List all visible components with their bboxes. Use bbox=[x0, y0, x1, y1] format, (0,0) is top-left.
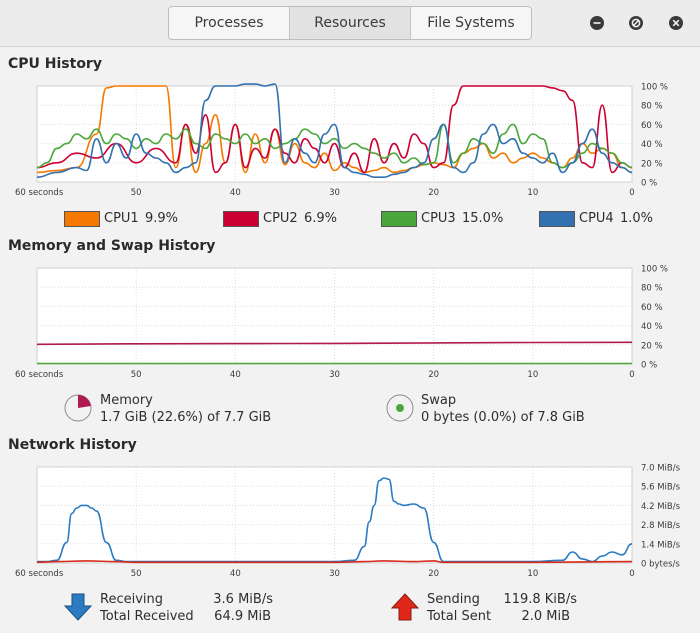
cpu-y-tick-label: 20 % bbox=[641, 159, 663, 169]
memory-pie-icon[interactable] bbox=[63, 393, 93, 423]
receiving-value: 3.6 MiB/s bbox=[213, 592, 273, 607]
net-y-tick-label: 7.0 MiB/s bbox=[641, 464, 681, 474]
mem-y-tick-label: 0 % bbox=[641, 361, 657, 371]
cpu4-value: 1.0% bbox=[620, 211, 654, 226]
mem-y-tick-label: 60 % bbox=[641, 303, 663, 313]
network-history-chart: 7.0 MiB/s 5.6 MiB/s 4.2 MiB/s 2.8 MiB/s 1.4 … bbox=[15, 464, 681, 580]
net-x-tick-label: 20 bbox=[428, 569, 439, 579]
close-button[interactable] bbox=[668, 15, 684, 31]
net-series-receiving bbox=[37, 477, 633, 563]
total-received-label: Total Received bbox=[100, 609, 194, 624]
total-sent-value: 2.0 MiB bbox=[521, 609, 570, 624]
header-bar: Processes Resources File Systems bbox=[0, 0, 700, 47]
memory-label: Memory bbox=[100, 393, 153, 408]
net-x-tick-label: 50 bbox=[131, 569, 142, 579]
net-x-tick-label: 40 bbox=[230, 569, 241, 579]
cpu2-value: 6.9% bbox=[304, 211, 338, 226]
cpu-y-tick-label: 0 % bbox=[641, 179, 657, 189]
cpu1-value: 9.9% bbox=[145, 211, 179, 226]
cpu-x-tick-label: 0 bbox=[629, 188, 634, 198]
cpu-y-tick-label: 80 % bbox=[641, 102, 663, 112]
network-history-title: Network History bbox=[8, 437, 137, 453]
mem-x-tick-label: 20 bbox=[428, 370, 439, 380]
total-sent-label: Total Sent bbox=[427, 609, 492, 624]
net-series-sending bbox=[36, 560, 633, 564]
swap-value: 0 bytes (0.0%) of 7.8 GiB bbox=[421, 410, 585, 425]
net-y-tick-label: 1.4 MiB/s bbox=[641, 540, 681, 550]
cpu-x-tick-label: 20 bbox=[428, 188, 439, 198]
cpu-series-cpu2 bbox=[36, 85, 633, 174]
cpu-y-tick-label: 60 % bbox=[641, 121, 663, 131]
cpu1-label: CPU1 bbox=[104, 211, 139, 226]
net-y-tick-label: 0 bytes/s bbox=[641, 560, 680, 570]
cpu2-label: CPU2 bbox=[263, 211, 298, 226]
cpu-x-tick-label: 60 seconds bbox=[15, 188, 64, 198]
cpu3-label: CPU3 bbox=[421, 211, 456, 226]
minimize-button[interactable] bbox=[589, 15, 605, 31]
cpu3-color-swatch[interactable] bbox=[381, 211, 417, 227]
cpu-x-tick-label: 10 bbox=[527, 188, 538, 198]
mem-x-tick-label: 10 bbox=[527, 370, 538, 380]
swap-pie-icon[interactable] bbox=[385, 393, 415, 423]
cpu-series-cpu4 bbox=[36, 83, 633, 178]
cpu3-value: 15.0% bbox=[462, 211, 504, 226]
sending-label: Sending bbox=[427, 592, 480, 607]
memory-value: 1.7 GiB (22.6%) of 7.7 GiB bbox=[100, 410, 272, 425]
net-x-tick-label: 60 seconds bbox=[15, 569, 64, 579]
receiving-arrow-icon[interactable] bbox=[63, 592, 93, 622]
cpu-history-chart: 100 % 80 % 60 % 40 % 20 % 0 % 60 seconds 50 40 30… bbox=[15, 83, 668, 199]
tab-file-systems[interactable]: File Systems bbox=[427, 15, 515, 31]
view-switcher: Processes Resources File Systems bbox=[168, 6, 532, 40]
net-y-tick-label: 4.2 MiB/s bbox=[641, 502, 681, 512]
cpu2-color-swatch[interactable] bbox=[223, 211, 259, 227]
tab-resources[interactable]: Resources bbox=[290, 7, 411, 39]
cpu-series-cpu1 bbox=[36, 85, 633, 174]
sending-value: 119.8 KiB/s bbox=[503, 592, 577, 607]
memory-swap-history-title: Memory and Swap History bbox=[8, 238, 216, 254]
receiving-label: Receiving bbox=[100, 592, 164, 607]
cpu4-color-swatch[interactable] bbox=[539, 211, 575, 227]
net-y-tick-label: 5.6 MiB/s bbox=[641, 483, 681, 493]
mem-x-tick-label: 50 bbox=[131, 370, 142, 380]
swap-label: Swap bbox=[421, 393, 457, 408]
mem-series-memory bbox=[36, 341, 633, 346]
memory-swap-history-chart: 100 % 80 % 60 % 40 % 20 % 0 % 60 seconds 50 40 30… bbox=[15, 265, 668, 381]
net-x-tick-label: 0 bbox=[629, 569, 634, 579]
cpu-x-tick-label: 30 bbox=[329, 188, 340, 198]
maximize-button[interactable] bbox=[628, 15, 644, 31]
net-y-tick-label: 2.8 MiB/s bbox=[641, 521, 681, 531]
net-x-tick-label: 10 bbox=[527, 569, 538, 579]
cpu1-color-swatch[interactable] bbox=[64, 211, 100, 227]
tab-processes[interactable]: Processes bbox=[169, 7, 290, 39]
total-received-value: 64.9 MiB bbox=[214, 609, 271, 624]
cpu-series-cpu3 bbox=[36, 123, 633, 169]
mem-y-tick-label: 20 % bbox=[641, 341, 663, 351]
cpu4-label: CPU4 bbox=[579, 211, 614, 226]
mem-y-tick-label: 100 % bbox=[641, 265, 668, 275]
net-x-tick-label: 30 bbox=[329, 569, 340, 579]
cpu-y-tick-label: 100 % bbox=[641, 83, 668, 93]
mem-x-tick-label: 60 seconds bbox=[15, 370, 64, 380]
mem-x-tick-label: 0 bbox=[629, 370, 634, 380]
mem-y-tick-label: 40 % bbox=[641, 322, 663, 332]
mem-x-tick-label: 30 bbox=[329, 370, 340, 380]
mem-x-tick-label: 40 bbox=[230, 370, 241, 380]
cpu-x-tick-label: 50 bbox=[131, 188, 142, 198]
cpu-x-tick-label: 40 bbox=[230, 188, 241, 198]
mem-y-tick-label: 80 % bbox=[641, 284, 663, 294]
sending-arrow-icon[interactable] bbox=[390, 592, 420, 622]
cpu-history-title: CPU History bbox=[8, 56, 102, 72]
cpu-y-tick-label: 40 % bbox=[641, 140, 663, 150]
